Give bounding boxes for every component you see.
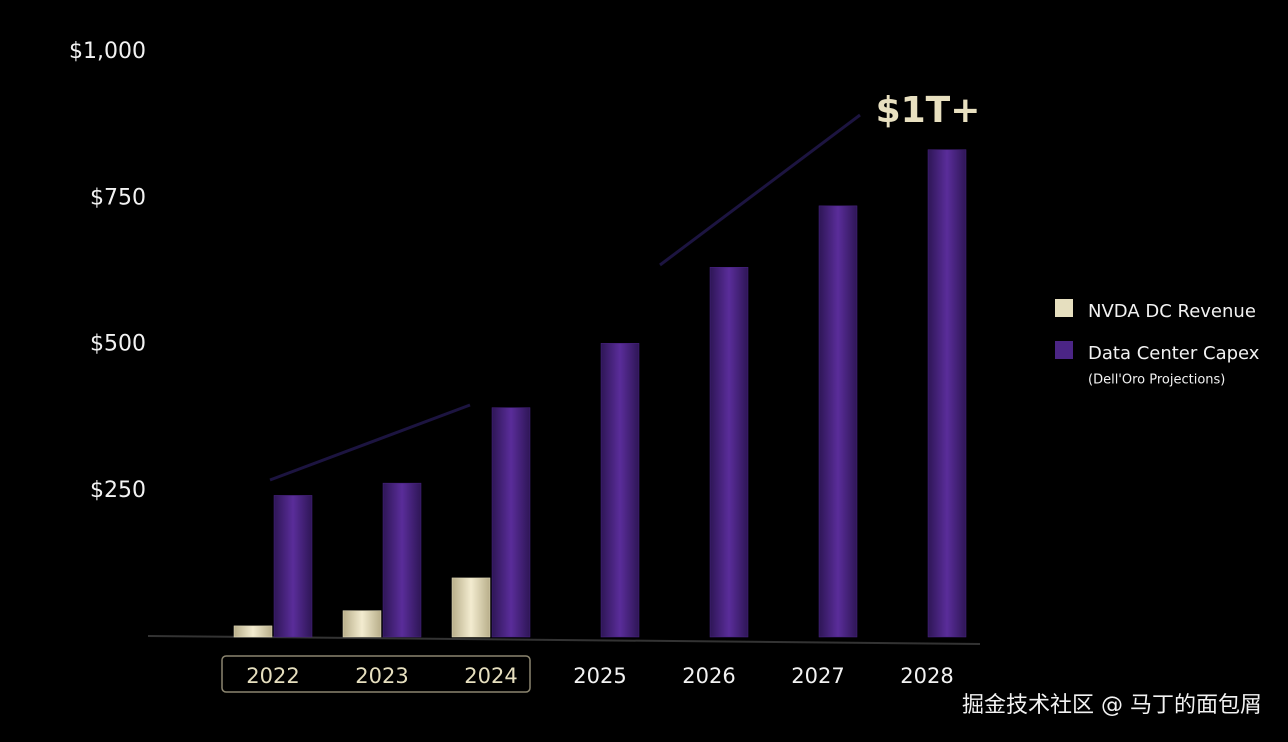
x-tick-label: 2025 (573, 664, 626, 688)
legend-note: (Dell'Oro Projections) (1088, 373, 1225, 388)
y-tick-label: $500 (90, 332, 146, 357)
x-tick-label: 2022 (246, 664, 299, 688)
x-tick-label: 2028 (900, 664, 953, 688)
bar (382, 482, 422, 638)
bar (600, 343, 640, 638)
y-tick-label: $250 (90, 478, 146, 503)
legend-swatch (1055, 341, 1073, 359)
x-tick-label: 2027 (791, 664, 844, 688)
baseline (147, 635, 981, 645)
bar (709, 267, 749, 638)
bar (927, 149, 967, 638)
history-box (221, 655, 531, 693)
x-tick-label: 2026 (682, 664, 735, 688)
y-tick-label: $750 (90, 185, 146, 210)
y-tick-label: $1,000 (69, 39, 146, 64)
bar (233, 625, 273, 638)
watermark: 掘金技术社区 @ 马丁的面包屑 (962, 693, 1262, 718)
legend-label: NVDA DC Revenue (1088, 301, 1256, 322)
x-tick-label: 2024 (464, 664, 517, 688)
annotation: $1T+ (876, 90, 981, 131)
trend-arrow (269, 403, 471, 482)
bar (818, 205, 858, 638)
bar (342, 610, 382, 638)
x-tick-label: 2023 (355, 664, 408, 688)
trend-arrow (659, 113, 861, 267)
bar (451, 577, 491, 638)
bar (273, 495, 313, 638)
bar (491, 407, 531, 638)
legend-label: Data Center Capex (1088, 343, 1260, 364)
legend-swatch (1055, 299, 1073, 317)
